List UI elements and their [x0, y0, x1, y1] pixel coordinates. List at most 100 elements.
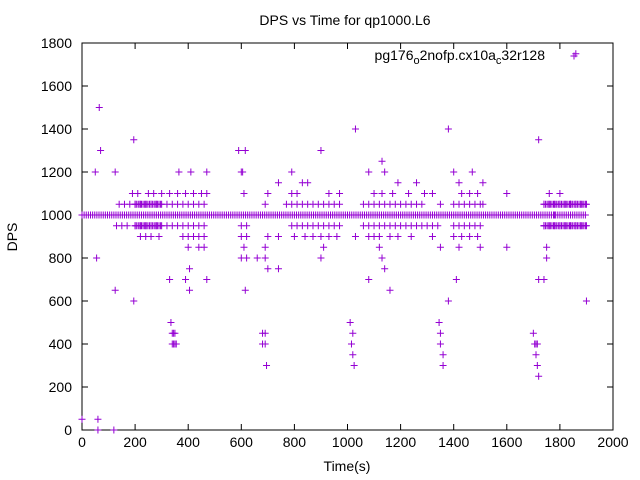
data-point [243, 233, 251, 240]
data-point [200, 233, 208, 240]
x-tick-label: 0 [78, 434, 86, 450]
data-point [325, 190, 333, 197]
data-point [452, 276, 460, 283]
data-point [479, 200, 487, 208]
data-point [529, 329, 537, 337]
y-tick-label: 1800 [41, 35, 72, 51]
data-point [290, 233, 298, 240]
data-point [155, 233, 163, 240]
x-tick-label: 1400 [438, 434, 469, 450]
data-point [567, 200, 575, 208]
chart-legend: pg176o2nofp.cx10ac32r128 [375, 47, 578, 67]
data-point [365, 168, 373, 176]
y-tick-label: 400 [49, 336, 73, 352]
data-point [261, 254, 269, 262]
data-point [351, 125, 359, 133]
data-point [166, 276, 174, 283]
data-point [350, 362, 358, 369]
data-point [97, 147, 105, 154]
data-point [468, 168, 476, 176]
data-point [476, 243, 484, 251]
data-point [123, 222, 131, 230]
data-point [186, 265, 194, 273]
data-point [346, 319, 354, 326]
data-point [458, 190, 466, 197]
data-point [365, 276, 373, 283]
x-tick-label: 800 [283, 434, 307, 450]
data-point [435, 319, 443, 326]
data-point [378, 254, 386, 262]
data-point [261, 200, 269, 208]
data-point [182, 190, 190, 197]
data-point [111, 168, 119, 176]
data-point [288, 168, 296, 176]
data-point [175, 168, 183, 176]
data-point [582, 200, 590, 208]
data-point [444, 297, 452, 305]
data-point [78, 415, 86, 423]
data-point [264, 233, 272, 240]
data-point [545, 190, 553, 197]
data-point [317, 147, 325, 154]
legend-text-part: 2nofp.cx10a [420, 47, 496, 63]
data-point [304, 179, 312, 187]
data-point [405, 190, 413, 197]
data-point [203, 190, 211, 197]
data-point [253, 254, 261, 262]
data-point [439, 362, 447, 369]
data-point [381, 168, 389, 176]
data-point [394, 233, 402, 240]
data-point [458, 233, 466, 240]
y-tick-label: 600 [49, 293, 73, 309]
data-point [200, 222, 208, 230]
data-point [407, 233, 415, 240]
data-point [543, 243, 551, 251]
data-point [556, 190, 564, 197]
data-point [532, 351, 540, 359]
data-point [235, 147, 243, 154]
data-point [336, 190, 344, 197]
data-point [428, 190, 436, 197]
data-point [130, 136, 138, 144]
data-point [436, 200, 444, 208]
data-point [174, 190, 182, 197]
data-point [91, 168, 99, 176]
data-point [95, 104, 103, 111]
data-point [184, 243, 192, 251]
data-point [171, 329, 179, 337]
data-point [389, 190, 397, 197]
data-point [333, 233, 341, 240]
data-point [378, 157, 386, 165]
data-point [450, 233, 458, 240]
data-point [200, 200, 208, 208]
data-point [428, 233, 436, 240]
data-point [336, 200, 344, 208]
data-point [241, 147, 249, 154]
data-point [261, 243, 269, 251]
data-point [418, 200, 426, 208]
data-point [203, 276, 211, 283]
x-axis: 0 200 400 600 800 1000 1200 1400 1600 1800 2000 [78, 43, 629, 450]
data-point [187, 168, 195, 176]
data-point [190, 190, 198, 197]
y-axis-label: DPS [4, 223, 20, 252]
x-tick-label: 2000 [597, 434, 628, 450]
data-point [150, 190, 158, 197]
data-point [110, 426, 118, 434]
data-point [130, 297, 138, 305]
data-point [111, 286, 119, 294]
data-point [581, 211, 589, 219]
data-point [455, 179, 463, 187]
data-point [386, 286, 394, 294]
data-point [274, 179, 282, 187]
data-point [479, 179, 487, 187]
data-point [158, 190, 166, 197]
data-point [434, 222, 442, 230]
data-point [535, 136, 543, 144]
data-point [274, 265, 282, 273]
data-point [200, 243, 208, 251]
data-point [503, 243, 511, 251]
y-tick-label: 1000 [41, 207, 72, 223]
data-point [413, 179, 421, 187]
legend-subscript: c [496, 55, 502, 67]
